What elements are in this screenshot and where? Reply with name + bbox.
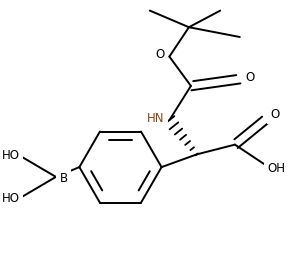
Text: HO: HO bbox=[2, 149, 20, 162]
Text: OH: OH bbox=[267, 162, 285, 174]
Text: HO: HO bbox=[2, 192, 20, 205]
Text: B: B bbox=[60, 172, 68, 185]
Text: HN: HN bbox=[147, 112, 164, 125]
Text: O: O bbox=[271, 108, 280, 121]
Text: O: O bbox=[245, 71, 254, 84]
Text: O: O bbox=[155, 48, 164, 61]
